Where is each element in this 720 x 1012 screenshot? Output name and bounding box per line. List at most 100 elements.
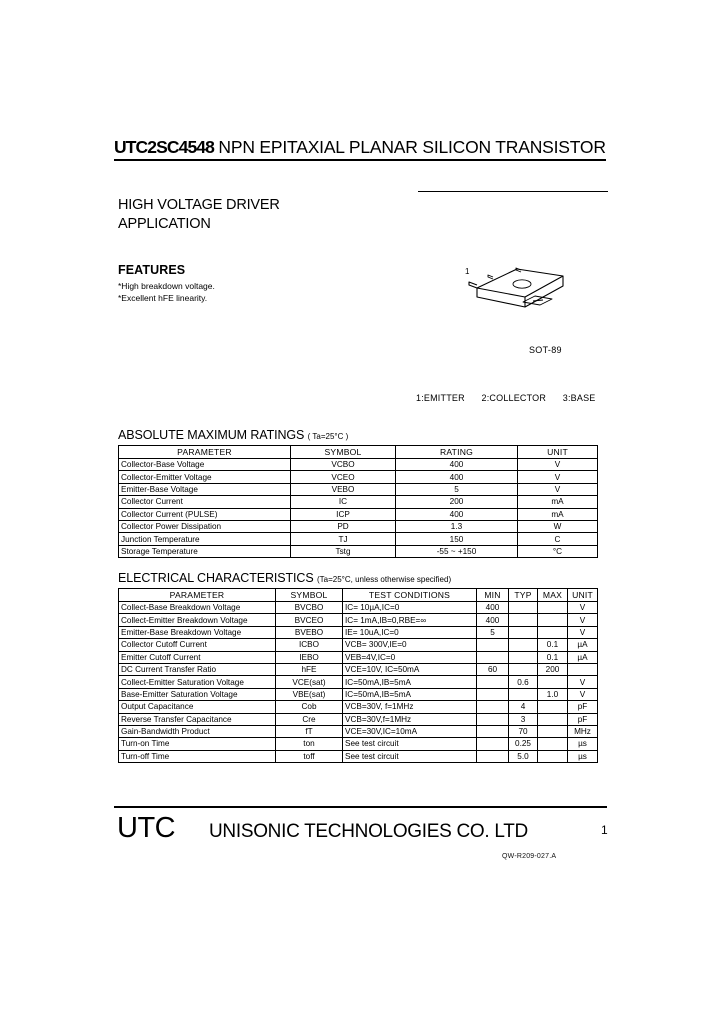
document-code: QW-R209-027.A — [502, 853, 557, 860]
table-cell: Collector Current — [118, 495, 291, 509]
table-cell — [508, 625, 538, 640]
table-cell: V — [567, 687, 598, 702]
table-cell — [537, 737, 568, 751]
table-cell — [508, 638, 538, 652]
document-title-block: UTC2SC4548 NPN EPITAXIAL PLANAR SILICON … — [114, 137, 606, 161]
table-cell: VCB=30V, f=1MHz — [342, 700, 477, 714]
utc-logo: UTC — [117, 812, 176, 844]
table-cell: 200 — [537, 662, 568, 677]
table-cell — [537, 625, 568, 640]
table-cell: VEB=4V,IC=0 — [342, 650, 477, 664]
pin-legend-item: 3:BASE — [562, 393, 596, 403]
table-cell: See test circuit — [342, 737, 477, 751]
column-header: TYP — [508, 588, 538, 602]
column-header: UNIT — [517, 445, 598, 459]
package-pin1-label: 1 — [465, 267, 470, 276]
table-cell: 0.6 — [508, 675, 538, 689]
table-cell: °C — [517, 544, 598, 559]
pin-legend-item: 1:EMITTER — [416, 393, 465, 403]
table-cell: DC Current Transfer Ratio — [118, 662, 276, 677]
title-underline — [114, 159, 606, 161]
absolute-max-heading: ABSOLUTE MAXIMUM RATINGS ( Ta=25°C ) — [118, 428, 348, 442]
table-cell: Tstg — [290, 544, 396, 559]
column-header: PARAMETER — [118, 588, 276, 602]
electrical-condition: (Ta=25°C, unless otherwise specified) — [316, 575, 452, 584]
table-cell: 1.0 — [537, 687, 568, 702]
table-cell: Emitter Cutoff Current — [118, 650, 276, 664]
table-cell: Collector Current (PULSE) — [118, 507, 291, 521]
table-row: Gain-Bandwidth Product fT VCE=30V,IC=10mA 7… — [118, 724, 598, 739]
table-cell: mA — [517, 507, 598, 521]
table-cell: Collector-Base Voltage — [118, 457, 291, 472]
table-cell: C — [517, 532, 598, 546]
column-header: TEST CONDITIONS — [342, 588, 477, 602]
application-line-2: APPLICATION — [118, 216, 211, 232]
table-cell: VCBO — [290, 457, 396, 472]
table-cell: VCEO — [290, 470, 396, 484]
table-cell — [476, 749, 509, 764]
table-cell — [476, 700, 509, 714]
column-header: RATING — [395, 445, 518, 459]
feature-item: *Excellent hFE linearity. — [118, 292, 208, 303]
table-cell: V — [567, 625, 598, 640]
table-cell: See test circuit — [342, 749, 477, 764]
table-cell — [508, 600, 538, 615]
table-cell: BVCBO — [275, 600, 343, 615]
table-header-row: PARAMETER SYMBOL TEST CONDITIONS MIN TYP… — [118, 588, 598, 602]
table-cell: IE= 10uA,IC=0 — [342, 625, 477, 640]
table-cell: 3 — [508, 712, 538, 726]
column-header: PARAMETER — [118, 445, 291, 459]
column-header: SYMBOL — [290, 445, 396, 459]
table-cell: 400 — [476, 600, 509, 615]
table-cell — [537, 712, 568, 726]
table-cell — [567, 662, 598, 677]
table-cell: 400 — [395, 457, 518, 472]
table-cell — [537, 724, 568, 739]
table-cell: Emitter-Base Breakdown Voltage — [118, 625, 276, 640]
table-cell: 150 — [395, 532, 518, 546]
application-line-1: HIGH VOLTAGE DRIVER — [118, 197, 280, 213]
table-cell — [508, 662, 538, 677]
package-drawing: 1 — [455, 255, 605, 325]
table-cell: pF — [567, 700, 598, 714]
table-cell: 60 — [476, 662, 509, 677]
column-header: MAX — [537, 588, 568, 602]
table-row: Emitter-Base Voltage VEBO 5 V — [118, 482, 598, 497]
pin-legend-item: 2:COLLECTOR — [481, 393, 547, 403]
company-name: UNISONIC TECHNOLOGIES CO. LTD — [209, 821, 528, 842]
table-cell — [476, 638, 509, 652]
table-cell — [537, 700, 568, 714]
table-cell: Cre — [275, 712, 343, 726]
table-cell: PD — [290, 519, 396, 534]
table-cell — [476, 712, 509, 726]
table-cell: mA — [517, 495, 598, 509]
table-row: Junction Temperature TJ 150 C — [118, 532, 598, 546]
table-cell: pF — [567, 712, 598, 726]
table-row: Turn-on Time ton See test circuit 0.25 µs — [118, 737, 598, 751]
table-cell: Turn-on Time — [118, 737, 276, 751]
table-cell: µA — [567, 638, 598, 652]
table-cell: 4 — [508, 700, 538, 714]
table-cell: Collector Cutoff Current — [118, 638, 276, 652]
table-row: Collector Power Dissipation PD 1.3 W — [118, 519, 598, 534]
absolute-max-table: PARAMETER SYMBOL RATING UNIT Collector-B… — [118, 445, 598, 559]
table-cell: 0.1 — [537, 650, 568, 664]
table-cell — [537, 675, 568, 689]
table-cell: 400 — [395, 470, 518, 484]
table-cell: Collect-Emitter Breakdown Voltage — [118, 613, 276, 627]
table-cell: VEBO — [290, 482, 396, 497]
table-cell: VBE(sat) — [275, 687, 343, 702]
table-cell: Emitter-Base Voltage — [118, 482, 291, 497]
table-cell: -55 ~ +150 — [395, 544, 518, 559]
table-row: Emitter-Base Breakdown Voltage BVEBO IE= 1… — [118, 625, 598, 640]
table-header-row: PARAMETER SYMBOL RATING UNIT — [118, 445, 598, 459]
header-right-rule — [418, 191, 608, 192]
table-row: Collect-Emitter Breakdown Voltage BVCEO IC… — [118, 613, 598, 627]
table-cell: IC=50mA,IB=5mA — [342, 675, 477, 689]
features-list: *High breakdown voltage. *Excellent hFE … — [118, 281, 215, 304]
column-header: MIN — [476, 588, 509, 602]
table-cell — [476, 675, 509, 689]
table-cell: ton — [275, 737, 343, 751]
part-description: NPN EPITAXIAL PLANAR SILICON TRANSISTOR — [218, 137, 606, 157]
